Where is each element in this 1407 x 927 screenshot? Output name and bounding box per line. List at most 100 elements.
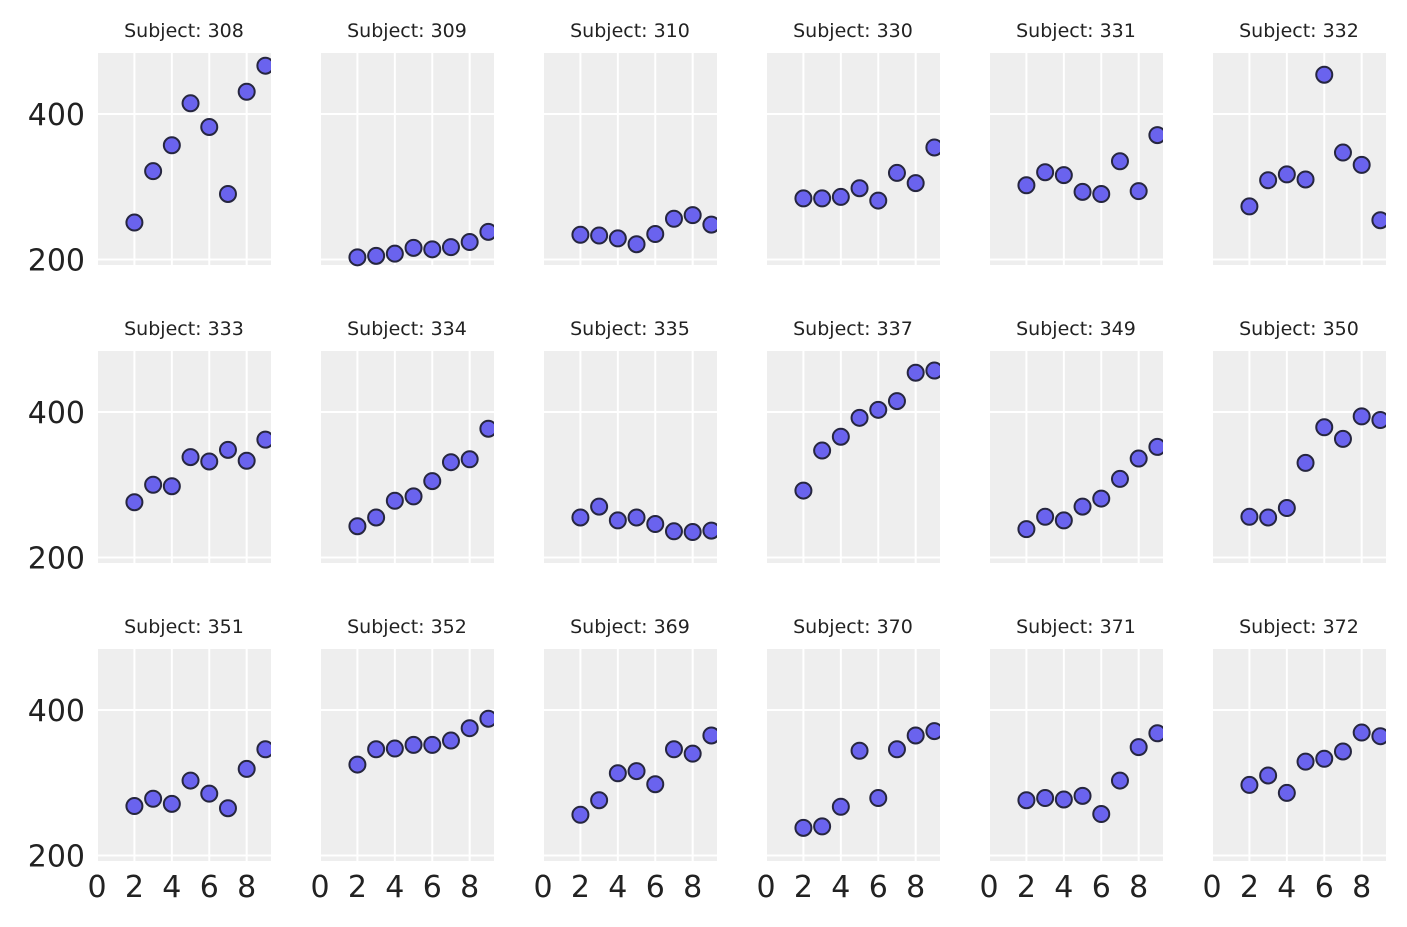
- data-point: [1129, 449, 1148, 468]
- data-point: [479, 419, 494, 438]
- subplot-title: Subject: 372: [1239, 616, 1359, 638]
- subplot-title: Subject: 333: [124, 318, 244, 340]
- x-tick-label: 4: [608, 870, 627, 905]
- data-points: [571, 726, 717, 824]
- data-point: [1017, 791, 1036, 810]
- data-point: [404, 735, 423, 754]
- y-tick-label: 200: [28, 542, 85, 577]
- plot-area: [320, 53, 494, 265]
- data-point: [1110, 152, 1129, 171]
- data-points: [1240, 65, 1386, 230]
- data-point: [1296, 453, 1315, 472]
- data-point: [590, 226, 609, 245]
- data-point: [1352, 407, 1371, 426]
- data-point: [441, 731, 460, 750]
- data-point: [162, 477, 181, 496]
- data-points: [348, 419, 494, 536]
- data-point: [683, 206, 702, 225]
- x-tick-label: 0: [533, 870, 552, 905]
- subplot-panel: Subject: 337: [765, 318, 940, 563]
- subplot-panel: Subject: 371 0 2 4 6 8: [979, 616, 1163, 905]
- data-point: [702, 521, 717, 540]
- data-point: [590, 497, 609, 516]
- data-point: [925, 138, 940, 157]
- data-point: [367, 740, 386, 759]
- data-point: [1092, 489, 1111, 508]
- data-point: [906, 726, 925, 745]
- subplot-panel: Subject: 333 200 400: [28, 318, 271, 577]
- data-point: [423, 472, 442, 491]
- subplot-panel: Subject: 309: [319, 20, 494, 267]
- x-tick-label: 2: [794, 870, 813, 905]
- data-point: [1129, 182, 1148, 201]
- data-points: [1017, 724, 1163, 824]
- data-point: [1036, 507, 1055, 526]
- plot-area: [320, 649, 494, 861]
- data-point: [237, 759, 256, 778]
- data-point: [200, 117, 219, 136]
- data-point: [887, 392, 906, 411]
- plot-area: [989, 649, 1163, 861]
- data-point: [348, 248, 367, 267]
- data-point: [441, 238, 460, 257]
- subplot-title: Subject: 350: [1239, 318, 1359, 340]
- x-tick-label: 6: [869, 870, 888, 905]
- data-point: [441, 453, 460, 472]
- x-tick-label: 8: [460, 870, 479, 905]
- data-point: [423, 240, 442, 259]
- data-point: [1148, 126, 1163, 145]
- data-point: [1054, 511, 1073, 530]
- x-tick-label: 6: [1092, 870, 1111, 905]
- subplot-panel: Subject: 331: [988, 20, 1163, 265]
- data-point: [887, 163, 906, 182]
- data-point: [1054, 166, 1073, 185]
- data-point: [423, 735, 442, 754]
- data-point: [1371, 727, 1386, 746]
- data-point: [460, 719, 479, 738]
- data-point: [1092, 805, 1111, 824]
- data-point: [646, 775, 665, 794]
- data-point: [1036, 789, 1055, 808]
- data-point: [125, 493, 144, 512]
- subplot-title: Subject: 308: [124, 20, 244, 42]
- data-point: [1240, 507, 1259, 526]
- plot-area: [1212, 649, 1386, 861]
- data-points: [348, 222, 494, 267]
- data-point: [831, 187, 850, 206]
- data-point: [479, 709, 494, 728]
- x-tick-label: 6: [200, 870, 219, 905]
- data-point: [1129, 738, 1148, 757]
- data-point: [627, 762, 646, 781]
- x-tick-label: 0: [310, 870, 329, 905]
- x-tick-label: 8: [237, 870, 256, 905]
- data-point: [1315, 749, 1334, 768]
- data-point: [1148, 437, 1163, 456]
- plot-area: [543, 53, 717, 265]
- data-points: [125, 430, 271, 512]
- subplot-panel: Subject: 352 0 2 4 6 8: [310, 616, 494, 905]
- data-points: [125, 56, 271, 232]
- data-point: [1054, 790, 1073, 809]
- data-point: [608, 764, 627, 783]
- data-point: [125, 213, 144, 232]
- subplot-title: Subject: 335: [570, 318, 690, 340]
- x-tick-label: 2: [1240, 870, 1259, 905]
- subplot-panel: Subject: 332: [1211, 20, 1386, 265]
- subplot-title: Subject: 309: [347, 20, 467, 42]
- data-point: [1092, 185, 1111, 204]
- data-point: [1259, 171, 1278, 190]
- data-point: [1333, 429, 1352, 448]
- data-point: [571, 225, 590, 244]
- x-tick-label: 2: [571, 870, 590, 905]
- data-point: [256, 740, 271, 759]
- data-point: [1277, 499, 1296, 518]
- y-tick-label: 400: [28, 98, 85, 133]
- data-point: [906, 363, 925, 382]
- subplot-panel: Subject: 351 200 400 0 2 4 6 8: [28, 616, 271, 905]
- data-points: [1240, 723, 1386, 802]
- data-point: [144, 475, 163, 494]
- data-point: [460, 450, 479, 469]
- subplot-title: Subject: 331: [1016, 20, 1136, 42]
- data-point: [608, 229, 627, 248]
